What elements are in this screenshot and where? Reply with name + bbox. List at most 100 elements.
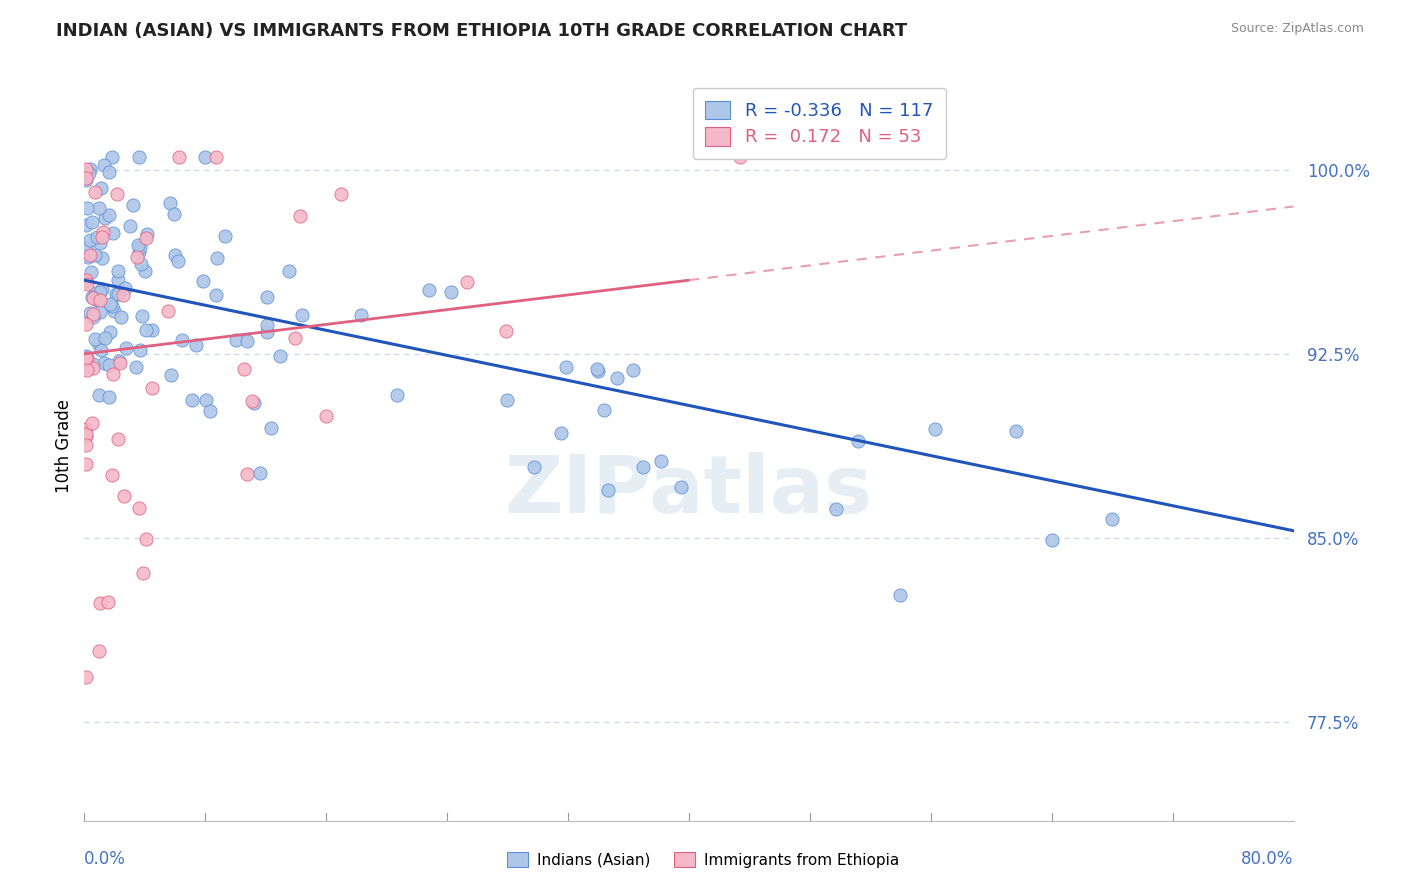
Point: [76, 363, 98, 377]
Point: [207, 251, 229, 265]
Point: [75, 360, 97, 375]
Point: [125, 250, 148, 264]
Point: [129, 240, 152, 254]
Point: [94, 330, 117, 344]
Point: [291, 308, 314, 322]
Point: [330, 187, 353, 202]
Point: [97, 358, 120, 372]
Point: [440, 285, 463, 299]
Point: [100, 150, 122, 164]
Point: [82, 307, 104, 321]
Point: [132, 566, 155, 581]
Legend: Indians (Asian), Immigrants from Ethiopia: Indians (Asian), Immigrants from Ethiopi…: [499, 844, 907, 875]
Point: [606, 371, 628, 385]
Point: [650, 454, 672, 468]
Point: [98, 325, 121, 339]
Point: [94, 211, 117, 225]
Point: [194, 150, 217, 164]
Point: [114, 281, 136, 295]
Point: [98, 208, 121, 222]
Point: [75, 170, 97, 185]
Point: [523, 459, 546, 474]
Point: [90, 343, 112, 357]
Point: [101, 468, 124, 483]
Point: [79, 306, 101, 320]
Point: [101, 368, 124, 382]
Point: [256, 318, 278, 332]
Point: [108, 356, 131, 370]
Point: [89, 293, 111, 308]
Point: [205, 288, 228, 302]
Point: [165, 247, 187, 261]
Point: [80, 265, 103, 279]
Point: [256, 290, 278, 304]
Point: [588, 364, 610, 378]
Point: [596, 483, 619, 497]
Point: [127, 238, 149, 252]
Point: [184, 337, 207, 351]
Point: [129, 343, 152, 358]
Point: [76, 250, 98, 264]
Point: [418, 283, 440, 297]
Point: [236, 334, 259, 348]
Point: [103, 226, 125, 240]
Point: [76, 351, 98, 365]
Point: [128, 500, 150, 515]
Point: [122, 198, 145, 212]
Point: [728, 150, 751, 164]
Point: [76, 277, 98, 291]
Point: [89, 644, 111, 658]
Point: [114, 341, 136, 355]
Point: [107, 354, 129, 368]
Point: [86, 230, 108, 244]
Text: INDIAN (ASIAN) VS IMMIGRANTS FROM ETHIOPIA 10TH GRADE CORRELATION CHART: INDIAN (ASIAN) VS IMMIGRANTS FROM ETHIOP…: [56, 22, 907, 40]
Point: [75, 350, 97, 364]
Point: [256, 325, 278, 339]
Point: [141, 380, 163, 394]
Point: [76, 317, 98, 331]
Point: [87, 201, 110, 215]
Point: [93, 158, 115, 172]
Point: [136, 227, 159, 242]
Point: [387, 388, 409, 402]
Point: [167, 254, 190, 268]
Point: [75, 272, 97, 286]
Point: [76, 201, 98, 215]
Point: [128, 244, 150, 259]
Point: [110, 310, 132, 325]
Point: [495, 324, 517, 338]
Point: [554, 359, 576, 374]
Point: [80, 215, 103, 229]
Point: [91, 225, 114, 239]
Point: [550, 426, 572, 441]
Y-axis label: 10th Grade: 10th Grade: [55, 399, 73, 493]
Point: [84, 185, 107, 199]
Point: [89, 596, 111, 610]
Point: [89, 285, 111, 300]
Legend: R = -0.336   N = 117, R =  0.172   N = 53: R = -0.336 N = 117, R = 0.172 N = 53: [693, 88, 946, 159]
Point: [97, 595, 120, 609]
Point: [105, 186, 128, 201]
Point: [80, 416, 103, 430]
Point: [233, 362, 256, 376]
Point: [79, 161, 101, 176]
Point: [80, 289, 103, 303]
Point: [79, 234, 101, 248]
Point: [82, 291, 104, 305]
Point: [86, 293, 108, 307]
Point: [118, 219, 141, 234]
Point: [89, 236, 111, 251]
Point: [194, 392, 217, 407]
Point: [198, 403, 221, 417]
Point: [128, 150, 150, 164]
Point: [98, 390, 121, 404]
Point: [82, 360, 104, 375]
Point: [75, 173, 97, 187]
Point: [75, 274, 97, 288]
Point: [585, 362, 607, 376]
Point: [82, 357, 104, 371]
Text: 80.0%: 80.0%: [1241, 850, 1294, 868]
Point: [75, 422, 97, 436]
Point: [82, 310, 104, 324]
Point: [621, 363, 644, 377]
